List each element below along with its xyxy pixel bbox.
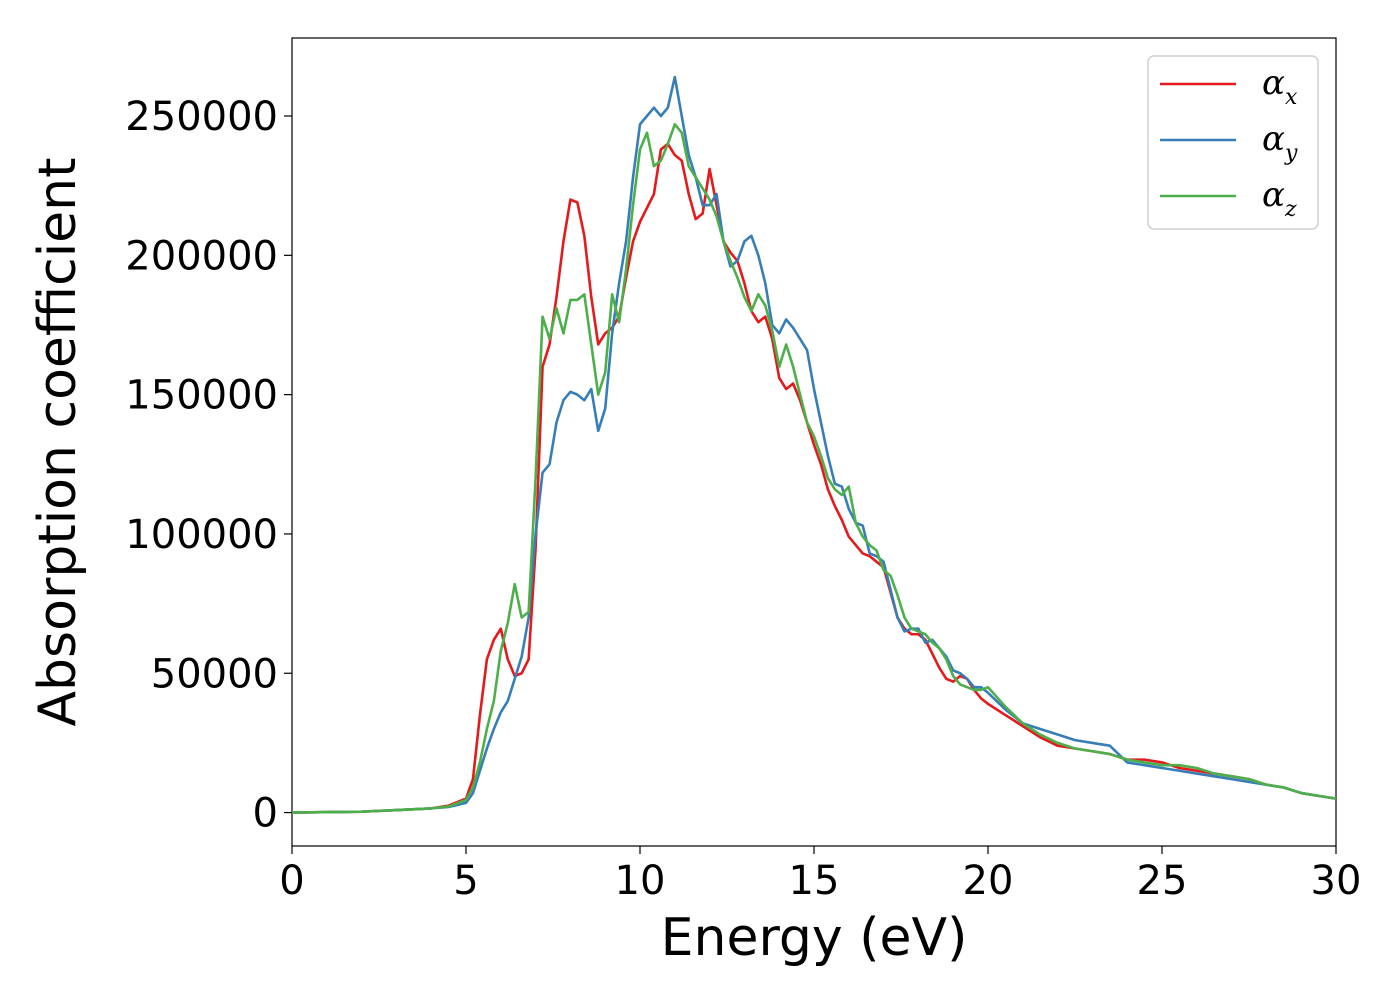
y-axis-ticks: 0 50000 100000 150000 200000 250000 (125, 94, 292, 837)
x-tick-label: 5 (453, 858, 478, 904)
y-tick-label: 150000 (125, 373, 278, 419)
legend-label-y: αy (1262, 119, 1298, 166)
x-tick-label: 30 (1311, 858, 1362, 904)
y-tick-label: 200000 (125, 233, 278, 279)
legend-label-main: α (1262, 119, 1285, 159)
series-line-y (291, 75, 1337, 814)
x-tick-label: 10 (615, 858, 666, 904)
series-layer (291, 75, 1337, 814)
legend-label-sub: x (1285, 85, 1298, 110)
legend-label-main: α (1262, 63, 1285, 103)
x-axis-ticks: 0 5 10 15 20 25 30 (279, 846, 1361, 904)
x-tick-label: 15 (789, 858, 840, 904)
legend-label-z: αz (1262, 175, 1297, 222)
legend-label-sub: y (1284, 141, 1298, 166)
y-axis-label: Absorption coefficient (28, 157, 88, 726)
x-tick-label: 25 (1137, 858, 1188, 904)
legend-box (1147, 55, 1319, 230)
legend-label-main: α (1262, 175, 1285, 215)
y-tick-label: 0 (253, 791, 278, 837)
x-tick-label: 0 (279, 858, 304, 904)
legend-label-x: αx (1262, 63, 1298, 110)
x-axis-label: Energy (eV) (661, 908, 968, 968)
y-tick-label: 250000 (125, 94, 278, 140)
y-tick-label: 50000 (151, 651, 278, 697)
legend-label-sub: z (1284, 197, 1297, 222)
series-line-z (291, 123, 1337, 814)
x-tick-label: 20 (963, 858, 1014, 904)
y-tick-label: 100000 (125, 512, 278, 558)
